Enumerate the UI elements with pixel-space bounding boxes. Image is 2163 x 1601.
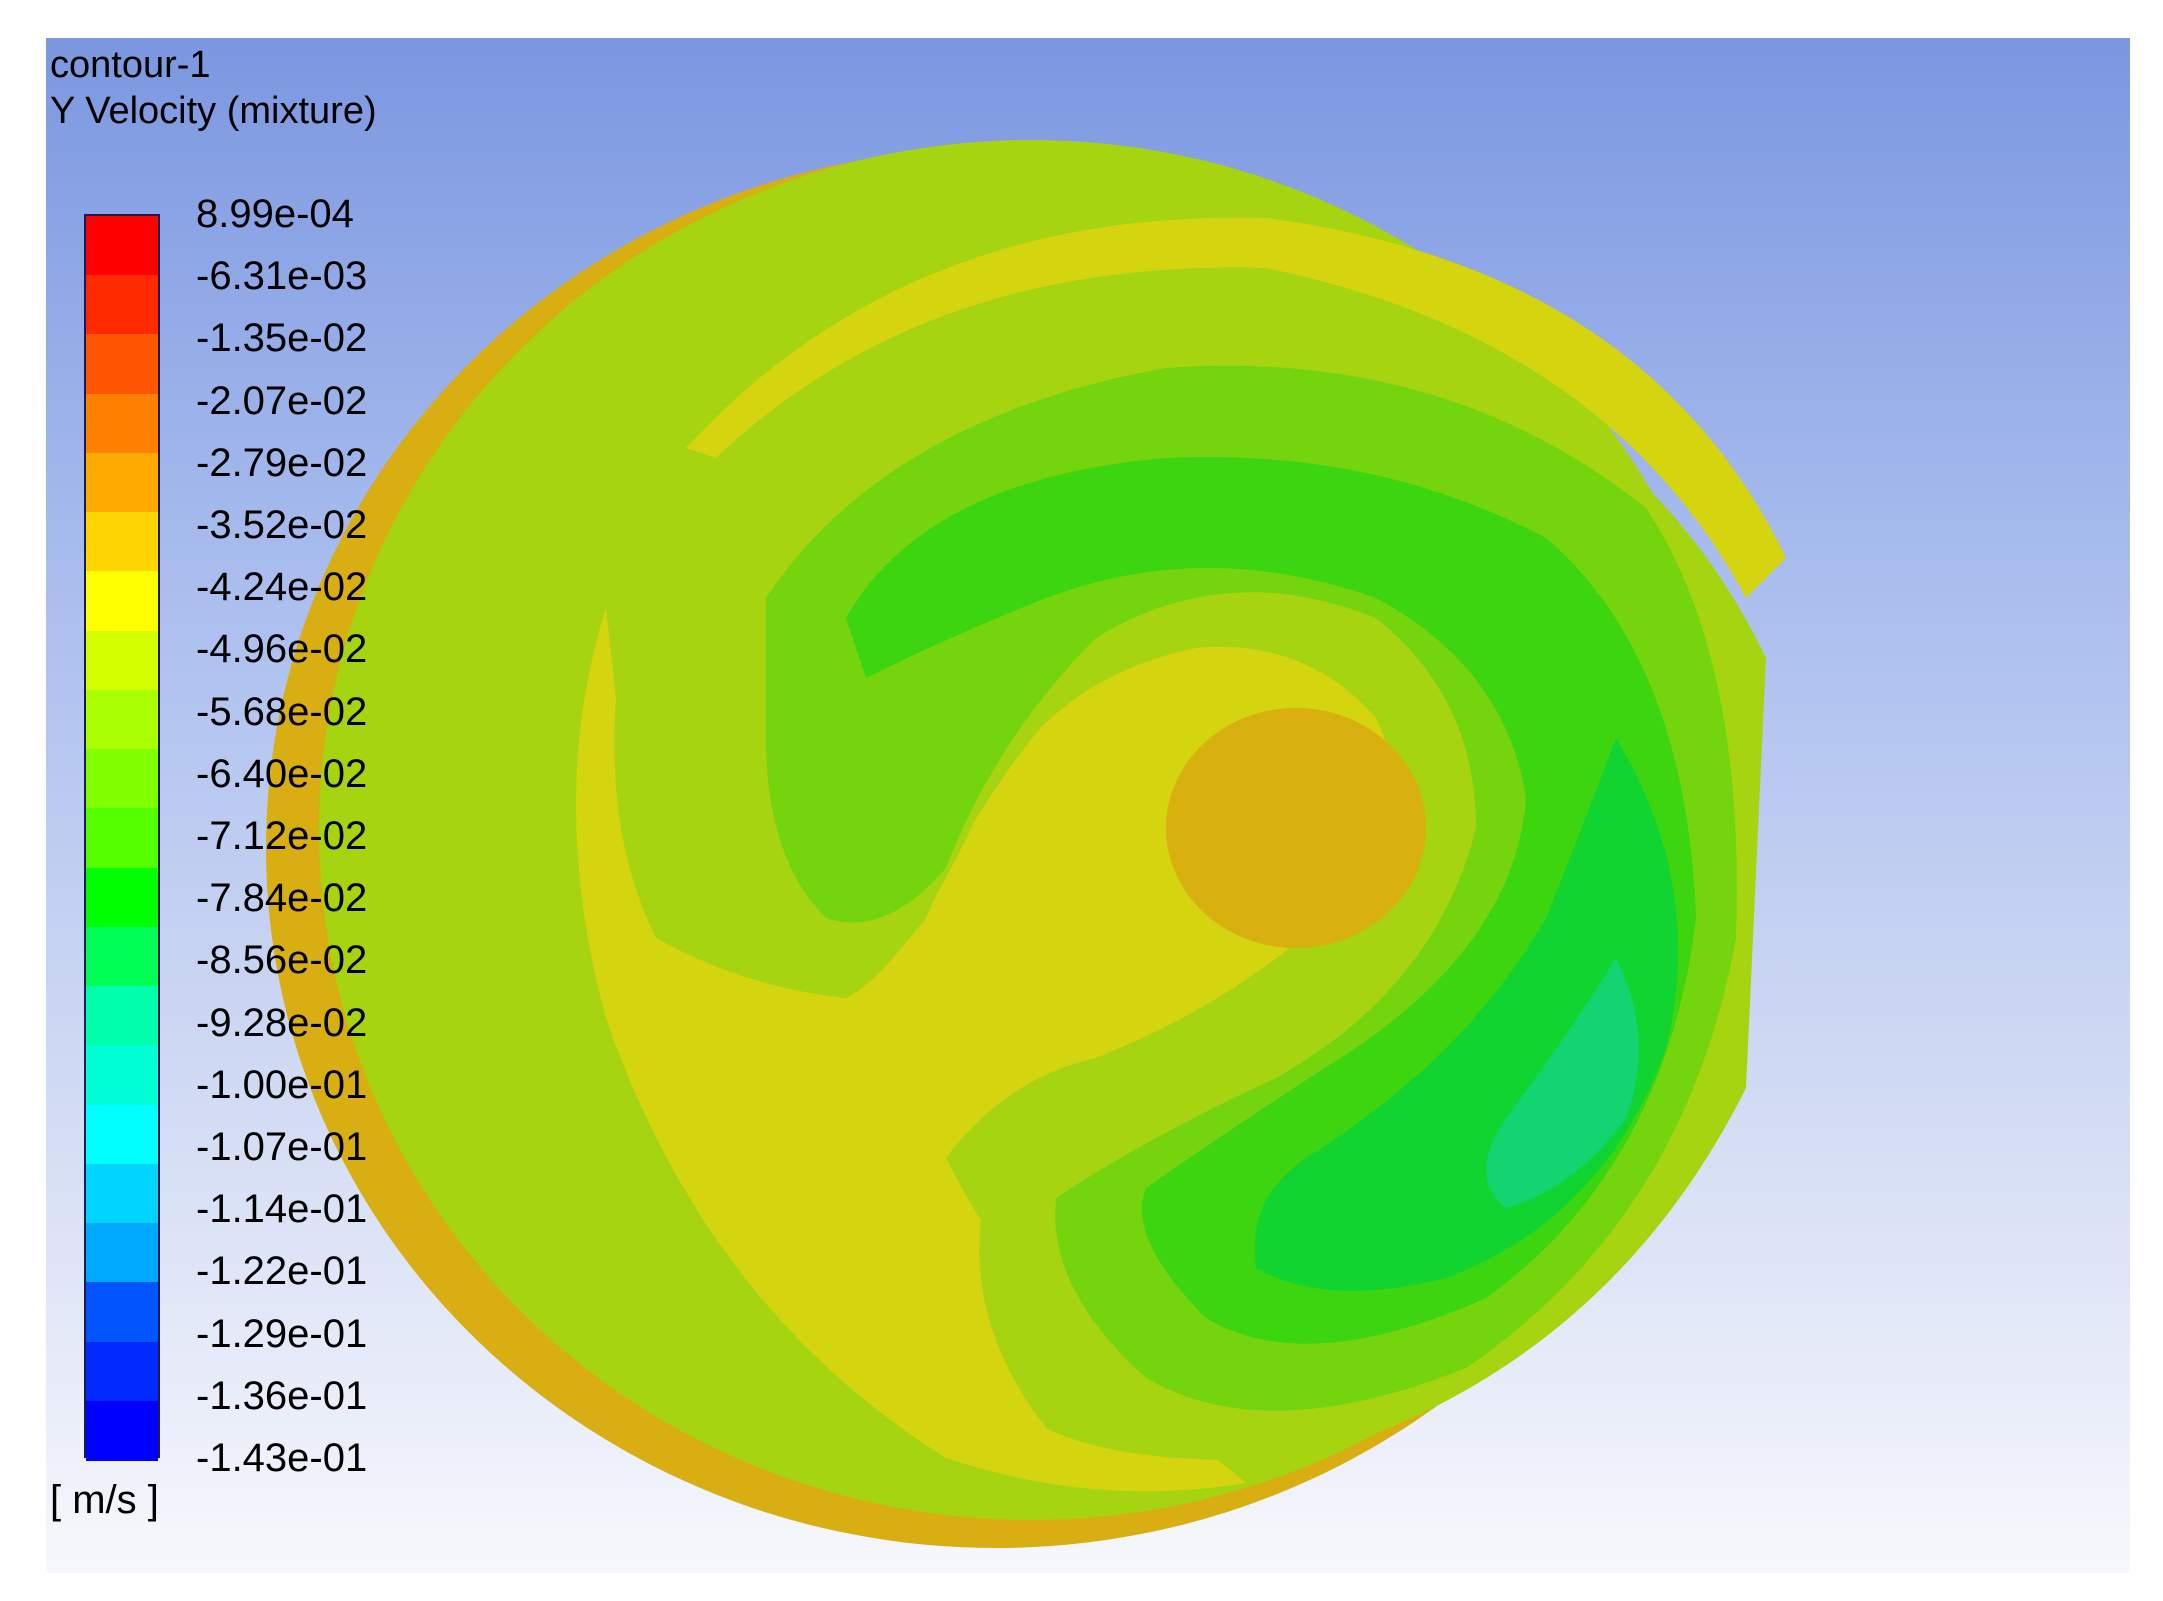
- colorbar-tick-label: -9.28e-02: [196, 1000, 368, 1045]
- colorbar-tick-label: -2.07e-02: [196, 378, 368, 423]
- contour-plot[interactable]: [46, 38, 2130, 1573]
- colorbar-band: [86, 275, 158, 336]
- colorbar-tick-label: -1.36e-01: [196, 1373, 368, 1418]
- graphics-viewport[interactable]: contour-1 Y Velocity (mixture) 8.99e-04 -…: [46, 38, 2130, 1573]
- colorbar: [84, 214, 160, 1461]
- colorbar-tick-label: -4.96e-02: [196, 627, 368, 672]
- colorbar-band: [86, 1163, 158, 1225]
- colorbar-band: [86, 216, 158, 277]
- colorbar-tick-label: -4.24e-02: [196, 565, 368, 610]
- colorbar-band: [86, 749, 158, 810]
- colorbar-tick-label: -2.79e-02: [196, 440, 368, 485]
- colorbar-band: [86, 512, 158, 573]
- colorbar-tick-label: -1.07e-01: [196, 1125, 368, 1169]
- colorbar-tick-label: -7.12e-02: [196, 814, 368, 858]
- colorbar-tick-label: 8.99e-04: [196, 192, 354, 236]
- colorbar-tick-label: -1.29e-01: [196, 1311, 368, 1356]
- colorbar-tick-label: -6.40e-02: [196, 751, 368, 796]
- colorbar-tick-label: -7.84e-02: [196, 876, 368, 921]
- zone-orange-center: [1166, 708, 1426, 948]
- variable-name: Y Velocity (mixture): [50, 90, 377, 132]
- colorbar-band: [86, 393, 158, 454]
- colorbar-band: [86, 1341, 158, 1402]
- colorbar-tick-label: -6.31e-03: [196, 254, 368, 299]
- colorbar-tick-label: -8.56e-02: [196, 938, 368, 983]
- contour-name: contour-1: [50, 44, 211, 86]
- colorbar-band: [86, 1104, 158, 1165]
- colorbar-band: [86, 867, 158, 928]
- colorbar-tick-label: -5.68e-02: [196, 689, 368, 734]
- zone-cyan-core: [1486, 958, 1639, 1208]
- colorbar-band: [86, 1223, 158, 1284]
- plot-title: contour-1 Y Velocity (mixture): [50, 42, 377, 134]
- colorbar-band: [86, 334, 158, 395]
- colorbar-band: [86, 1045, 158, 1106]
- colorbar-tick-label: -1.35e-02: [196, 316, 368, 361]
- colorbar-band: [86, 1400, 158, 1461]
- colorbar-band: [86, 1282, 158, 1343]
- colorbar-tick-label: -1.14e-01: [196, 1187, 368, 1232]
- colorbar-band: [86, 808, 158, 869]
- colorbar-band: [86, 689, 158, 751]
- colorbar-band: [86, 926, 158, 988]
- colorbar-tick-label: -1.22e-01: [196, 1249, 368, 1294]
- colorbar-band: [86, 571, 158, 632]
- zone-yellow-rim: [686, 217, 1786, 598]
- colorbar-tick-label: -3.52e-02: [196, 503, 368, 547]
- colorbar-band: [86, 630, 158, 691]
- colorbar-tick-label: -1.00e-01: [196, 1062, 368, 1107]
- colorbar-band: [86, 452, 158, 514]
- colorbar-band: [86, 986, 158, 1047]
- colorbar-tick-label: -1.43e-01: [196, 1436, 368, 1480]
- unit-label: [ m/s ]: [50, 1478, 159, 1522]
